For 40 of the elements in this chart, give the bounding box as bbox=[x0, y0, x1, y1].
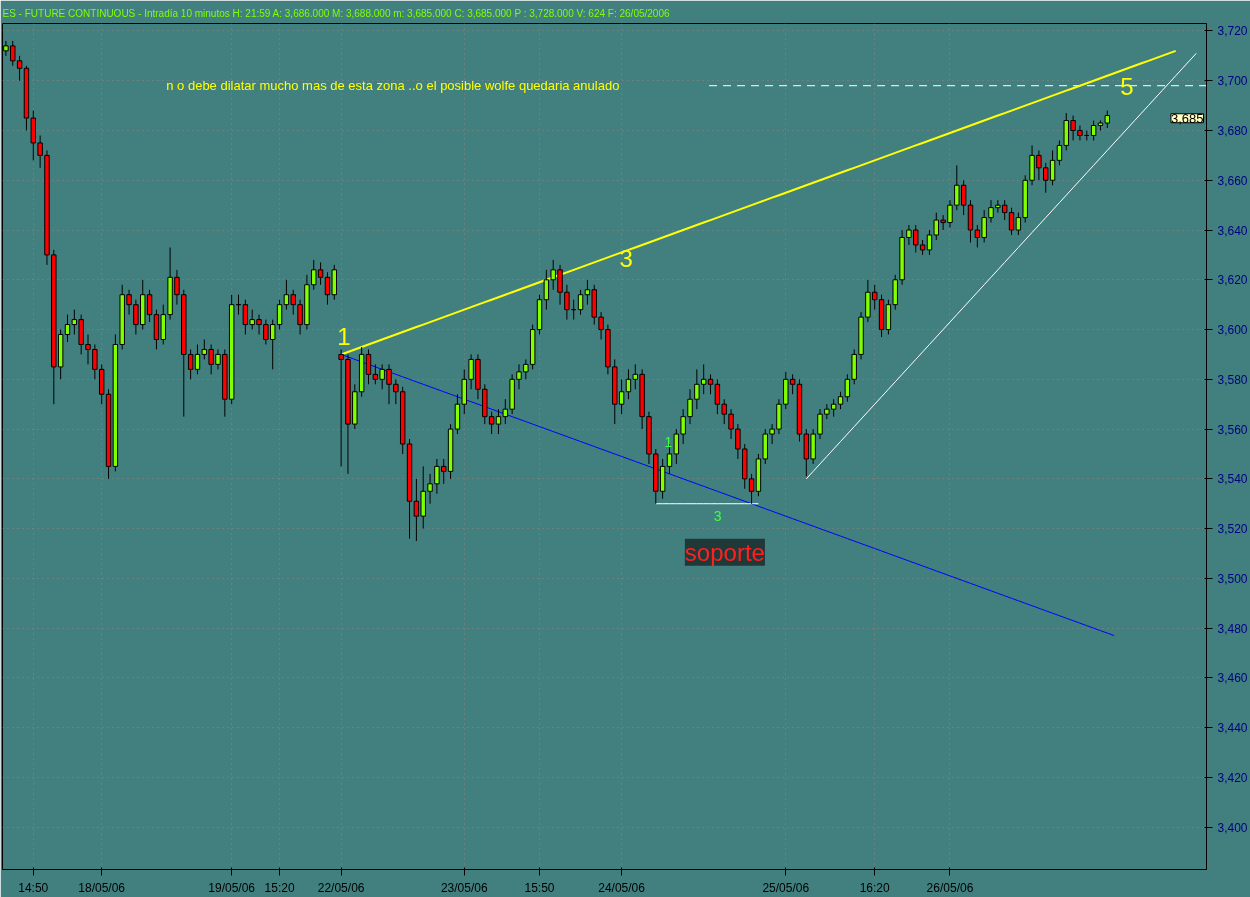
y-tick-label: 3,720 bbox=[1217, 24, 1248, 39]
chart-title: ES - FUTURE CONTINUOUS - Intradía 10 minutos H: 21:59 A: 3,686.000 M: 3,688.000 m: 3,685.000 C: 3,685.000 P : 3,728.000 V: 624 F: 26/05/2006 bbox=[2, 7, 670, 19]
candlestick bbox=[625, 368, 632, 400]
y-tick-label: 3,400 bbox=[1217, 820, 1248, 835]
y-tick-label: 3,640 bbox=[1217, 223, 1248, 238]
annotation: soporte bbox=[684, 538, 765, 566]
annotation: 3 bbox=[713, 507, 722, 524]
x-tick-label: 15:50 bbox=[524, 880, 555, 895]
x-tick-label: 26/05/06 bbox=[926, 880, 974, 895]
x-tick-label: 22/05/06 bbox=[317, 880, 365, 895]
annotation: 3,685 bbox=[1170, 110, 1204, 126]
annotation: n o debe dilatar mucho mas de esta zona ..o el posible wolfe quedaria anulado bbox=[166, 77, 620, 93]
y-tick-label: 3,620 bbox=[1217, 273, 1248, 288]
y-tick-label: 3,440 bbox=[1217, 721, 1248, 736]
y-tick-label: 3,700 bbox=[1217, 74, 1248, 89]
y-tick-label: 3,660 bbox=[1217, 173, 1248, 188]
annotation: 1 bbox=[337, 323, 351, 351]
y-tick-label: 3,540 bbox=[1217, 472, 1248, 487]
x-tick-label: 23/05/06 bbox=[440, 880, 488, 895]
y-tick-label: 3,560 bbox=[1217, 422, 1248, 437]
x-tick-label: 24/05/06 bbox=[598, 880, 646, 895]
candlestick bbox=[194, 343, 201, 375]
y-tick-label: 3,460 bbox=[1217, 671, 1248, 686]
annotation: 5 bbox=[1120, 72, 1134, 100]
y-tick-label: 3,600 bbox=[1217, 323, 1248, 338]
x-tick-label: 25/05/06 bbox=[762, 880, 810, 895]
y-tick-label: 3,500 bbox=[1217, 571, 1248, 586]
annotation: 1 bbox=[664, 434, 673, 451]
y-tick-label: 3,520 bbox=[1217, 522, 1248, 537]
y-tick-label: 3,580 bbox=[1217, 372, 1248, 387]
x-tick-label: 14:50 bbox=[18, 880, 49, 895]
x-tick-label: 18/05/06 bbox=[78, 880, 126, 895]
y-tick-label: 3,480 bbox=[1217, 621, 1248, 636]
y-tick-label: 3,420 bbox=[1217, 770, 1248, 785]
candlestick bbox=[577, 289, 584, 316]
x-tick-label: 16:20 bbox=[859, 880, 891, 895]
x-tick-label: 19/05/06 bbox=[208, 880, 256, 895]
y-tick-label: 3,680 bbox=[1217, 123, 1248, 138]
candlestick bbox=[1090, 120, 1097, 141]
x-tick-label: 15:20 bbox=[264, 880, 295, 895]
